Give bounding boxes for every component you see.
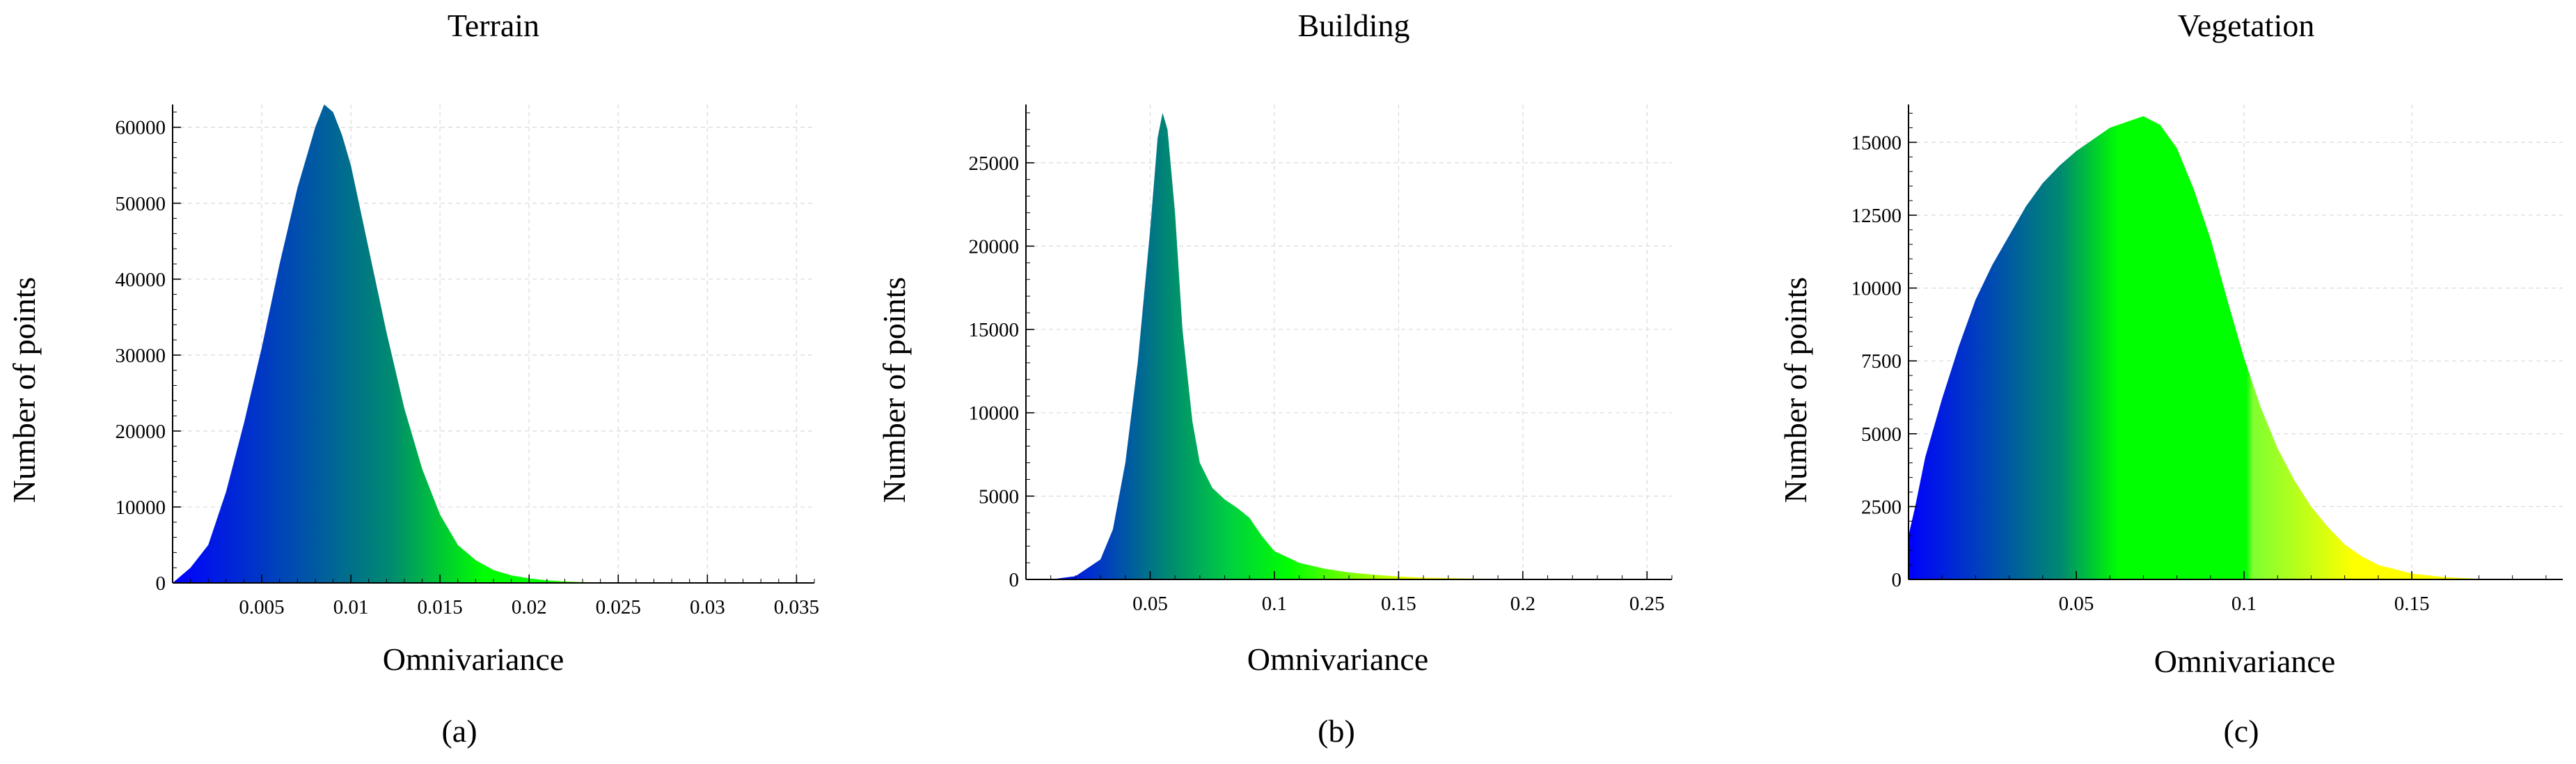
y-axis-label: Number of points — [1778, 277, 1813, 504]
y-tick-label: 10000 — [1851, 278, 1902, 300]
x-tick-label: 0.15 — [2394, 593, 2430, 615]
x-tick-label: 0.1 — [2231, 593, 2257, 615]
x-tick-label: 0.025 — [596, 596, 641, 618]
x-axis-label: Omnivariance — [2154, 644, 2336, 679]
chart-panel-1: 0.005 0.01 0.015 0.02 0.025 0.03 0.035 0 10000 20… — [6, 8, 819, 749]
chart-title: Building — [1297, 8, 1409, 43]
x-tick-label: 0.05 — [2059, 593, 2094, 615]
panel-caption: (c) — [2223, 713, 2259, 749]
y-tick-label: 15000 — [1851, 132, 1902, 154]
y-tick-label: 5000 — [1861, 423, 1902, 446]
x-tick-label: 0.035 — [774, 596, 819, 618]
y-tick-label: 5000 — [979, 485, 1019, 508]
y-tick-label: 60000 — [116, 117, 166, 139]
x-tick-label: 0.1 — [1262, 593, 1287, 615]
y-tick-label: 30000 — [116, 345, 166, 367]
histogram-area — [1909, 116, 2546, 579]
panel-caption: (a) — [441, 713, 477, 749]
x-tick-label: 0.25 — [1629, 593, 1665, 615]
histogram-area — [173, 104, 797, 583]
x-tick-label: 0.015 — [418, 596, 463, 618]
y-tick-label: 20000 — [116, 421, 166, 443]
y-tick-label: 25000 — [969, 153, 1020, 175]
chart-panel-2: 0.05 0.1 0.15 0.2 0.25 0 5000 10000 15000 20000 25… — [876, 8, 1673, 749]
y-tick-label: 50000 — [116, 193, 166, 215]
chart-panel-3: 0.05 0.1 0.15 0 2500 5000 7500 10000 12500 15000 V… — [1778, 8, 2563, 749]
x-axis-label: Omnivariance — [383, 641, 564, 677]
x-tick-label: 0.005 — [239, 596, 284, 618]
y-tick-label: 10000 — [116, 497, 166, 519]
panel-caption: (b) — [1318, 713, 1355, 749]
y-tick-label: 0 — [1892, 569, 1902, 591]
y-tick-label: 12500 — [1851, 205, 1902, 227]
y-tick-label: 15000 — [969, 319, 1020, 341]
chart-title: Vegetation — [2178, 8, 2315, 43]
y-axis-label: Number of points — [6, 277, 42, 504]
x-tick-label: 0.05 — [1132, 593, 1168, 615]
y-tick-label: 0 — [1009, 569, 1020, 591]
y-axis-label: Number of points — [876, 277, 912, 504]
chart-title: Terrain — [448, 8, 539, 43]
x-tick-label: 0.2 — [1510, 593, 1535, 615]
x-tick-label: 0.01 — [333, 596, 369, 618]
histogram-area — [1050, 113, 1647, 579]
x-axis-label: Omnivariance — [1247, 641, 1429, 677]
y-tick-label: 7500 — [1861, 350, 1902, 373]
y-tick-label: 2500 — [1861, 496, 1902, 518]
y-tick-label: 10000 — [969, 403, 1020, 425]
y-tick-label: 0 — [156, 572, 166, 595]
y-tick-label: 20000 — [969, 235, 1020, 258]
x-tick-label: 0.15 — [1381, 593, 1416, 615]
x-tick-label: 0.02 — [512, 596, 547, 618]
y-tick-label: 40000 — [116, 269, 166, 291]
x-tick-label: 0.03 — [690, 596, 725, 618]
